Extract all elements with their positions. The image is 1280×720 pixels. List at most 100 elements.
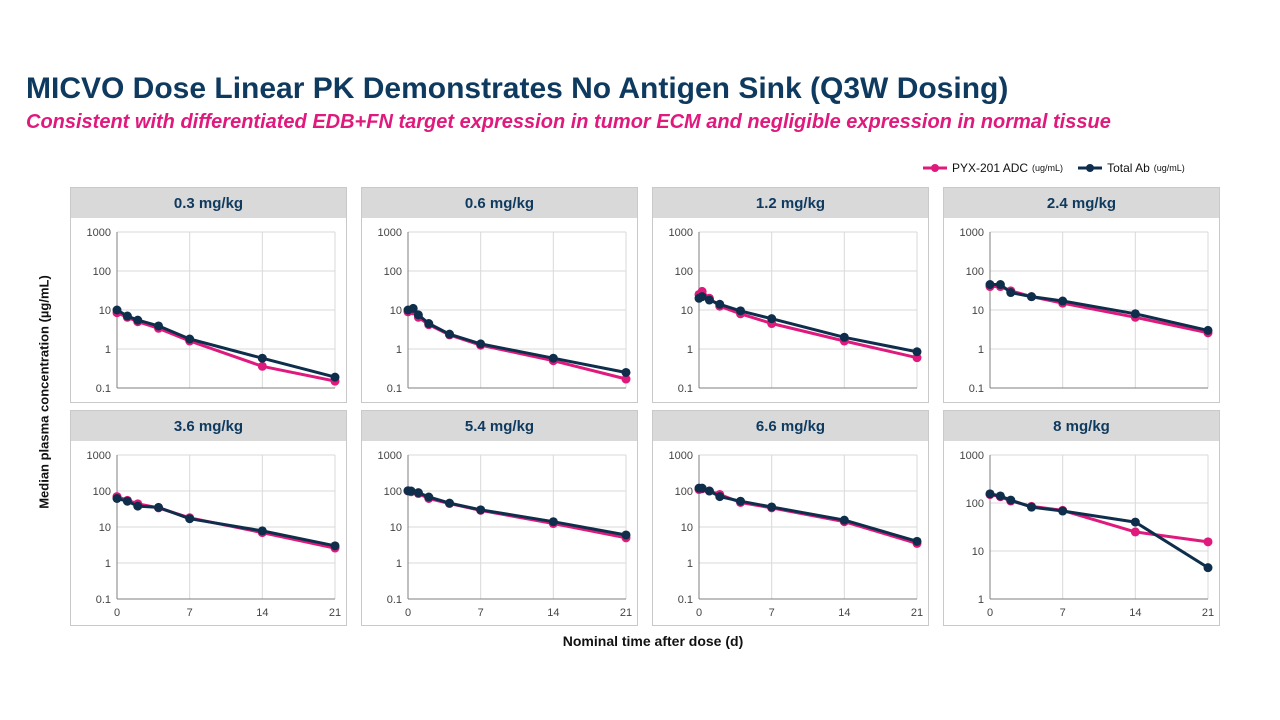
data-point	[767, 314, 777, 324]
y-tick-label: 1000	[669, 227, 693, 239]
y-tick-label: 1	[687, 344, 693, 356]
chart-panel: 0.6 mg/kg 0.1 1 10 100 1000	[361, 187, 638, 403]
x-tick-label: 7	[187, 607, 193, 619]
legend-total-ab-label: Total Ab	[1107, 161, 1150, 175]
y-tick-label: 1000	[87, 227, 111, 239]
chart-plot: 1 10 100 1000 0 7 14 21	[960, 450, 1215, 619]
y-tick-label: 100	[675, 266, 693, 278]
chart-panel: 6.6 mg/kg 0.1 1 10 100 1000 0 7 14 21	[652, 410, 929, 626]
chart-panel-title: 3.6 mg/kg	[71, 411, 346, 441]
data-point	[697, 483, 707, 493]
x-tick-label: 14	[256, 607, 268, 619]
data-point	[413, 488, 423, 498]
y-tick-label: 100	[93, 486, 111, 498]
y-tick-label: 1	[978, 594, 984, 606]
data-point	[408, 303, 418, 313]
data-point	[112, 305, 122, 315]
chart-panel-title: 1.2 mg/kg	[653, 188, 928, 218]
data-point	[257, 353, 267, 363]
data-point	[548, 353, 558, 363]
x-tick-label: 0	[405, 607, 411, 619]
data-point	[985, 280, 995, 290]
y-tick-label: 10	[99, 522, 111, 534]
data-point	[985, 489, 995, 499]
chart-panel: 5.4 mg/kg 0.1 1 10 100 1000 0 7 14 21	[361, 410, 638, 626]
series-line	[407, 306, 627, 374]
data-point	[185, 334, 195, 344]
data-point	[445, 498, 455, 508]
chart-plot: 0.1 1 10 100 1000 0 7 14 21	[378, 450, 633, 619]
y-tick-label: 10	[972, 305, 984, 317]
x-tick-label: 14	[547, 607, 559, 619]
x-tick-label: 21	[911, 607, 923, 619]
data-point	[1058, 506, 1068, 516]
data-point	[715, 492, 725, 502]
data-point	[1203, 563, 1213, 573]
data-point	[767, 502, 777, 512]
data-point	[1027, 292, 1037, 302]
data-point	[1130, 309, 1140, 319]
series-line	[698, 487, 918, 545]
data-point	[697, 292, 707, 302]
chart-panel-title: 0.6 mg/kg	[362, 188, 637, 218]
y-tick-label: 10	[390, 305, 402, 317]
x-tick-label: 21	[1202, 607, 1214, 619]
data-point	[112, 493, 122, 503]
data-point	[621, 530, 631, 540]
data-point	[330, 372, 340, 382]
y-tick-label: 0.1	[96, 383, 111, 395]
y-tick-label: 1	[978, 344, 984, 356]
data-point	[621, 374, 631, 384]
y-tick-label: 0.1	[678, 383, 693, 395]
series-line	[989, 493, 1209, 544]
y-tick-label: 1000	[87, 450, 111, 462]
data-point	[1027, 502, 1037, 512]
series-line	[990, 283, 1209, 332]
data-point	[476, 505, 486, 515]
chart-legend: PYX-201 ADC (ug/mL) Total Ab (ug/mL)	[922, 159, 1199, 177]
y-tick-label: 100	[93, 266, 111, 278]
y-tick-label: 1000	[378, 450, 402, 462]
data-point	[476, 339, 486, 349]
data-point	[1006, 495, 1016, 505]
series-line	[699, 486, 918, 543]
data-point	[122, 496, 132, 506]
y-tick-label: 10	[681, 522, 693, 534]
x-tick-label: 21	[620, 607, 632, 619]
y-tick-label: 0.1	[387, 383, 402, 395]
chart-panel: 3.6 mg/kg 0.1 1 10 100 1000 0 7 14 21	[70, 410, 347, 626]
chart-plot: 0.1 1 10 100 1000 0 7 14 21	[87, 450, 342, 619]
data-point	[736, 306, 746, 316]
data-point	[1130, 517, 1140, 527]
x-tick-label: 21	[329, 607, 341, 619]
y-tick-label: 1	[396, 558, 402, 570]
x-axis-label: Nominal time after dose (d)	[562, 633, 744, 649]
series-line	[989, 492, 1209, 569]
chart-panel-title: 2.4 mg/kg	[944, 188, 1219, 218]
chart-panel: 1.2 mg/kg 0.1 1 10 100 1000	[652, 187, 929, 403]
y-tick-label: 10	[681, 305, 693, 317]
legend-adc-swatch	[923, 164, 947, 172]
x-tick-label: 14	[838, 607, 850, 619]
y-tick-label: 100	[675, 486, 693, 498]
y-tick-label: 1	[105, 558, 111, 570]
data-point	[406, 486, 416, 496]
data-point	[995, 280, 1005, 290]
x-tick-label: 7	[1060, 607, 1066, 619]
series-line	[116, 308, 336, 379]
page-subtitle: Consistent with differentiated EDB+FN ta…	[26, 111, 1111, 133]
y-tick-label: 1000	[960, 227, 984, 239]
y-tick-label: 1000	[378, 227, 402, 239]
y-axis-label: Median plasma concentration (µg/mL)	[36, 275, 52, 509]
data-point	[133, 315, 143, 325]
y-tick-label: 0.1	[969, 383, 984, 395]
series-line	[407, 489, 627, 537]
legend-adc-label: PYX-201 ADC	[952, 161, 1029, 175]
chart-panel-title: 6.6 mg/kg	[653, 411, 928, 441]
data-point	[133, 501, 143, 511]
data-point	[1130, 527, 1140, 537]
data-point	[839, 515, 849, 525]
chart-panel-title: 5.4 mg/kg	[362, 411, 637, 441]
series-line	[698, 295, 918, 354]
data-point	[413, 310, 423, 320]
